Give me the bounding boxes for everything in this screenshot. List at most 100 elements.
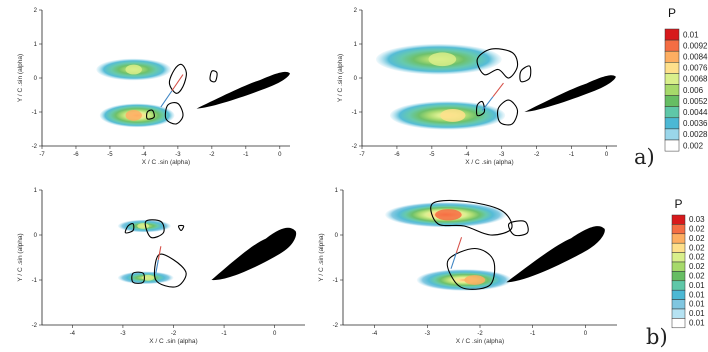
legend-label: 0.0076 xyxy=(683,64,708,73)
vortex-link-negative xyxy=(160,90,173,108)
x-tick-label: -4 xyxy=(464,152,470,158)
legend-label: 0.01 xyxy=(689,300,705,309)
legend-label: 0.02 xyxy=(689,234,705,243)
legend-label: 0.0036 xyxy=(683,119,708,128)
x-tick-label: -2 xyxy=(477,331,483,337)
legend-swatch xyxy=(664,139,680,152)
y-tick-label: 0 xyxy=(34,233,38,239)
legend-swatch xyxy=(671,214,686,225)
y-tick-label: -2 xyxy=(32,144,38,150)
vortex-contour xyxy=(124,223,135,234)
pressure-core xyxy=(125,110,142,121)
plot-a-left: -7 -6 -5 -4 -3 -2 -1 0 -2 -1 0 1 2 X / C .sin (alpha)… xyxy=(17,8,290,166)
pressure-core xyxy=(435,209,462,221)
legend-label: 0.002 xyxy=(683,141,704,150)
legend-title: P xyxy=(674,197,682,211)
vortex-contour xyxy=(430,199,513,236)
plots-layer: -7 -6 -5 -4 -3 -2 -1 0 -2 -1 0 1 2 X / C .sin (alpha)… xyxy=(17,8,617,345)
vortex-contour xyxy=(168,63,187,94)
y-tick-label: -1 xyxy=(32,110,38,116)
x-tick-label: -4 xyxy=(70,331,76,337)
y-axis-title: Y / C .sin (alpha) xyxy=(337,54,344,102)
pressure-core xyxy=(125,64,142,75)
legend-swatch xyxy=(671,252,686,263)
legend-label: 0.03 xyxy=(689,215,705,224)
legend-swatch xyxy=(671,233,686,244)
x-tick-label: -4 xyxy=(141,152,147,158)
airfoil-shape xyxy=(196,71,290,109)
x-tick-label: -3 xyxy=(499,152,505,158)
legend-label: 0.006 xyxy=(683,86,704,95)
vortex-link-negative xyxy=(450,252,457,269)
vortex-contour xyxy=(496,99,519,126)
pressure-blob xyxy=(416,269,512,291)
legend-label: 0.02 xyxy=(689,253,705,262)
legend-label: 0.01 xyxy=(689,290,705,299)
x-tick-label: -2 xyxy=(209,152,215,158)
panel-tag-b: b) xyxy=(646,325,668,349)
legend-swatch xyxy=(664,128,680,141)
legend-swatch xyxy=(664,84,680,96)
y-tick-label: -1 xyxy=(352,110,358,116)
x-tick-label: 0 xyxy=(273,331,277,337)
legend-label: 0.0052 xyxy=(683,97,708,106)
vortex-contour xyxy=(131,271,145,284)
x-tick-label: 0 xyxy=(605,152,609,158)
x-axis-title: X / C .sin (alpha) xyxy=(456,338,504,345)
x-tick-label: -7 xyxy=(359,152,365,158)
y-axis-title: Y / C .sin (alpha) xyxy=(17,54,24,102)
x-axis-title: X / C .sin (alpha) xyxy=(149,338,197,345)
pressure-core xyxy=(440,108,466,122)
plot-b-right: -4 -3 -2 -1 0 -2 -1 0 1 X / C .sin (alpha) Y / C .… xyxy=(318,188,617,345)
vortex-link-positive xyxy=(492,82,504,98)
legend-swatch xyxy=(664,117,680,130)
vortex-contour xyxy=(446,247,496,290)
vortex-link-negative xyxy=(155,259,159,274)
y-tick-label: -1 xyxy=(32,278,38,284)
legend-swatch xyxy=(664,28,680,41)
x-tick-label: -5 xyxy=(429,152,435,158)
y-tick-label: -2 xyxy=(333,323,339,329)
x-tick-label: 0 xyxy=(278,152,282,158)
legend-label: 0.01 xyxy=(683,30,699,39)
y-tick-label: 1 xyxy=(354,42,358,48)
x-tick-label: -6 xyxy=(394,152,400,158)
legend-title: P xyxy=(668,6,676,20)
legend-label: 0.02 xyxy=(689,262,705,271)
plot-b-left: -4 -3 -2 -1 0 -2 -1 0 1 X / C .sin (alpha) Y / C .… xyxy=(17,188,305,345)
y-tick-label: 1 xyxy=(34,42,38,48)
vortex-contour xyxy=(177,224,185,232)
vortex-contour xyxy=(508,220,529,237)
legend-label: 0.01 xyxy=(689,318,705,327)
y-tick-label: 2 xyxy=(34,8,38,14)
legend-swatch xyxy=(671,271,686,282)
x-axis-title: X / C .sin (alpha) xyxy=(465,159,513,166)
y-tick-label: -1 xyxy=(333,278,339,284)
legend-label: 0.01 xyxy=(689,309,705,318)
airfoil-shape xyxy=(524,75,616,112)
x-tick-label: -7 xyxy=(39,152,45,158)
legend-swatch xyxy=(671,289,686,300)
legend-label: 0.02 xyxy=(689,224,705,233)
y-tick-label: 0 xyxy=(34,76,38,82)
vortex-contour xyxy=(475,100,486,117)
airfoil-shape xyxy=(506,226,605,283)
x-tick-label: -3 xyxy=(425,331,431,337)
legend-swatch xyxy=(664,50,680,63)
y-tick-label: 1 xyxy=(34,188,38,194)
vortex-link-negative xyxy=(482,96,494,111)
legend-swatch xyxy=(664,73,680,85)
legend-swatch xyxy=(671,280,686,291)
legend-label: 0.0068 xyxy=(683,75,708,84)
x-tick-label: -1 xyxy=(569,152,575,158)
x-tick-label: -1 xyxy=(221,331,227,337)
legend-swatch xyxy=(671,224,686,235)
vortex-contour xyxy=(153,253,187,288)
y-axis-title: Y / C .sin (alpha) xyxy=(17,233,24,281)
legend-swatch xyxy=(664,62,680,74)
legend-swatch xyxy=(664,95,680,107)
legend-swatch xyxy=(664,106,680,119)
legend-label: 0.0084 xyxy=(683,53,708,62)
x-tick-label: -3 xyxy=(175,152,181,158)
legend-swatch xyxy=(671,242,686,253)
